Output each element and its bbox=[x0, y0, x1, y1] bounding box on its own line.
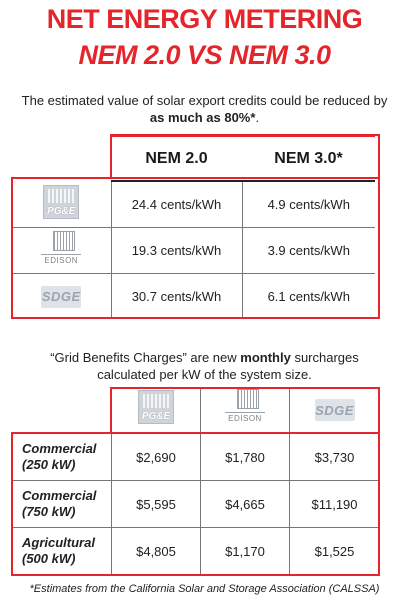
table-row: Commercial (750 kW) $5,595 $4,665 $11,190 bbox=[12, 480, 379, 528]
grid-charges-text: “Grid Benefits Charges” are new monthly … bbox=[20, 349, 389, 383]
mid-part2: surcharges calculated per kW of the syst… bbox=[97, 350, 359, 382]
intro-main: The estimated value of solar export cred… bbox=[21, 93, 388, 108]
cell-pge: $2,690 bbox=[111, 433, 201, 481]
export-credits-table: NEM 2.0 NEM 3.0* PG&E 24.4 cents/kWh 4.9… bbox=[12, 135, 375, 319]
cell-sdge: $3,730 bbox=[314, 449, 355, 465]
intro-emphasis: as much as 80%* bbox=[149, 110, 256, 125]
sdge-logo-icon: SDGE bbox=[41, 285, 82, 308]
table-row: PG&E 24.4 cents/kWh 4.9 cents/kWh bbox=[12, 181, 375, 228]
cell-sdge: $11,190 bbox=[289, 480, 379, 528]
cell-nem3: 4.9 cents/kWh bbox=[267, 197, 350, 212]
cell-pge: $5,595 bbox=[111, 480, 201, 528]
cell-nem3: 3.9 cents/kWh bbox=[242, 227, 375, 274]
cell-pge: $4,805 bbox=[111, 527, 201, 574]
table2-corner bbox=[12, 388, 112, 433]
cell-sdge: $1,525 bbox=[289, 527, 379, 574]
table-row: SDGE 30.7 cents/kWh 6.1 cents/kWh bbox=[12, 273, 375, 319]
edison-logo-icon: EDISON bbox=[41, 229, 82, 267]
table-row: Agricultural (500 kW) $4,805 $1,170 $1,52… bbox=[12, 527, 379, 574]
cell-edison: $1,170 bbox=[200, 527, 290, 574]
cell-nem3: 6.1 cents/kWh bbox=[242, 273, 375, 319]
table-row: Commercial (250 kW) $2,690 $1,780 $3,730 bbox=[12, 433, 379, 481]
sdge-logo-icon: SDGE bbox=[314, 399, 355, 421]
row-logo: SDGE bbox=[12, 273, 112, 319]
row-label: Commercial (250 kW) bbox=[12, 433, 112, 481]
edison-logo-icon: EDISON bbox=[225, 387, 265, 425]
header-nem3: NEM 3.0* bbox=[242, 135, 375, 182]
header-edison: EDISON bbox=[200, 387, 290, 434]
cell-edison: $4,665 bbox=[200, 480, 290, 528]
cell-nem2: 24.4 cents/kWh bbox=[111, 181, 243, 228]
footnote: *Estimates from the California Solar and… bbox=[29, 583, 380, 595]
header-sdge: SDGE bbox=[289, 388, 379, 434]
mid-part1: “Grid Benefits Charges” are new bbox=[50, 350, 237, 365]
table1-corner bbox=[12, 136, 111, 181]
table-row: EDISON 19.3 cents/kWh 3.9 cents/kWh bbox=[12, 227, 375, 274]
cell-nem2: 19.3 cents/kWh bbox=[111, 227, 243, 274]
row-logo: EDISON bbox=[12, 227, 112, 274]
grid-charges-table: PG&E EDISON SDGE Commercial (250 kW) $2,6… bbox=[12, 388, 379, 574]
header-pge: PG&E bbox=[111, 388, 201, 434]
cell-edison: $1,780 bbox=[200, 433, 290, 481]
row-label: Agricultural (500 kW) bbox=[12, 527, 112, 574]
mid-bold: monthly bbox=[240, 350, 291, 365]
row-logo: PG&E bbox=[12, 181, 112, 228]
title-line-1: NET ENERGY METERING bbox=[46, 4, 363, 34]
pge-logo-icon: PG&E bbox=[43, 185, 80, 219]
cell-nem2: 30.7 cents/kWh bbox=[111, 273, 243, 319]
intro-text: The estimated value of solar export cred… bbox=[20, 92, 389, 126]
row-label: Commercial (750 kW) bbox=[12, 480, 112, 528]
intro-suffix: . bbox=[255, 110, 260, 125]
header-nem2: NEM 2.0 bbox=[111, 135, 242, 182]
pge-logo-icon: PG&E bbox=[138, 390, 174, 424]
title-line-2: NEM 2.0 VS NEM 3.0 bbox=[78, 40, 331, 70]
